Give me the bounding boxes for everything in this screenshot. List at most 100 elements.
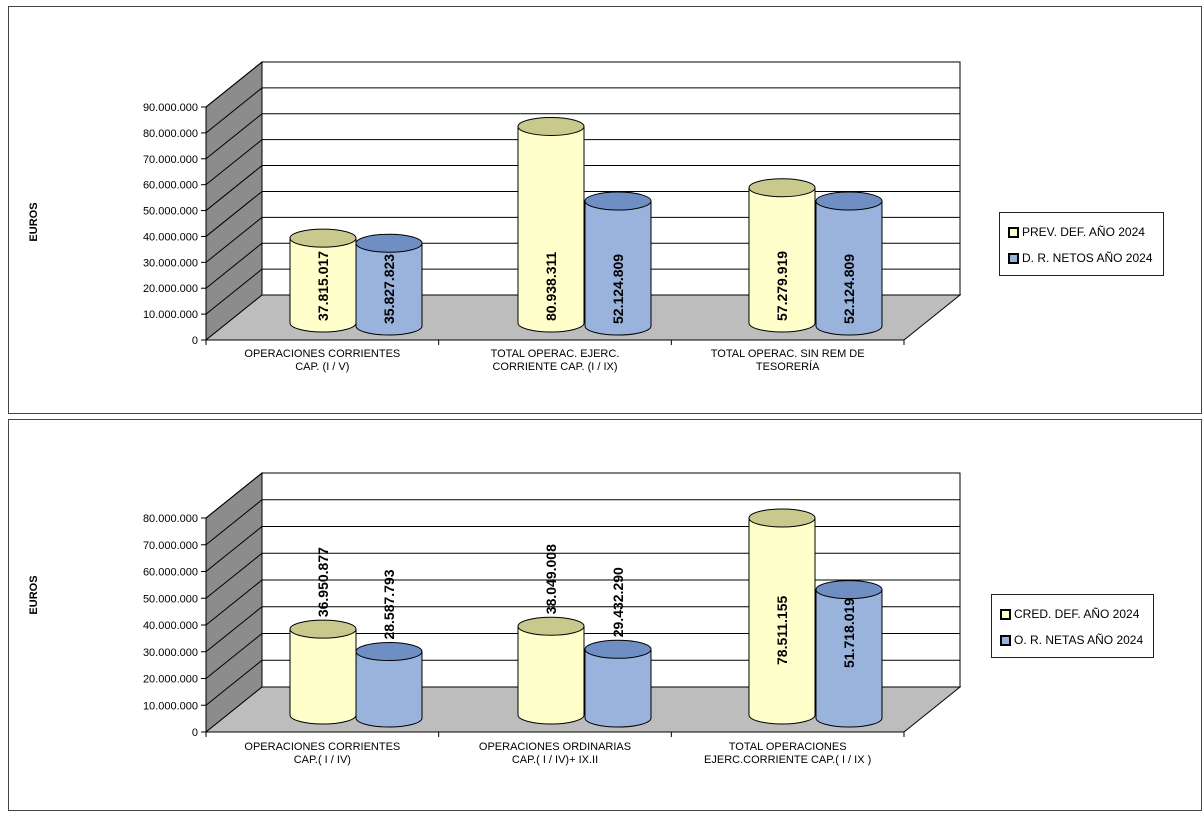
y-tick-label: 50.000.000 <box>143 206 198 218</box>
x-category-label: OPERACIONES CORRIENTES <box>244 741 400 753</box>
gridline <box>205 526 960 572</box>
data-label: 80.938.311 <box>543 251 559 321</box>
data-label: 35.827.823 <box>381 254 397 324</box>
legend-swatch <box>1008 252 1019 264</box>
bar-top <box>517 116 585 136</box>
chart-panel-1: 0 10.000.000 20.000.000 30.000.000 40.000.00… <box>8 6 1202 414</box>
x-category-label: OPERACIONES ORDINARIAS <box>479 741 631 753</box>
y-tick-label: 60.000.000 <box>143 180 198 192</box>
y-tick-label: 10.000.000 <box>143 700 198 712</box>
gridline <box>205 472 960 519</box>
chart-2-legend: CRED. DEF. AÑO 2024 O. R. NETAS AÑO 2024 <box>991 594 1155 658</box>
y-tick-label: 20.000.000 <box>143 674 198 686</box>
data-label: 78.511.155 <box>774 595 790 665</box>
legend-swatch <box>1008 226 1019 238</box>
y-tick-label: 80.000.000 <box>143 513 198 525</box>
legend-label: D. R. NETOS AÑO 2024 <box>1022 251 1153 265</box>
chart-1: 0 10.000.000 20.000.000 30.000.000 40.000.00… <box>28 60 962 373</box>
bar <box>584 200 652 336</box>
bar-top <box>584 639 652 659</box>
gridline <box>205 113 960 160</box>
gridline <box>205 61 960 108</box>
bar-top <box>355 642 423 662</box>
y-tick-label: 70.000.000 <box>143 154 198 166</box>
gridline <box>205 139 960 186</box>
y-tick-label: 0 <box>192 727 198 739</box>
bar <box>517 625 585 725</box>
y-tick-label: 20.000.000 <box>143 283 198 295</box>
data-label: 36.950.877 <box>315 547 331 617</box>
bar <box>289 628 357 725</box>
legend-item: PREV. DEF. AÑO 2024 <box>1008 219 1153 245</box>
y-axis-label: EUROS <box>28 575 40 614</box>
data-label: 52.124.809 <box>841 254 857 324</box>
data-label: 57.279.919 <box>774 251 790 321</box>
y-axis-label: EUROS <box>28 202 40 241</box>
bar <box>289 237 357 333</box>
y-tick-label: 60.000.000 <box>143 567 198 579</box>
gridline <box>205 552 960 599</box>
y-tick-label: 30.000.000 <box>143 647 198 659</box>
bar <box>355 242 423 336</box>
gridline <box>205 606 960 653</box>
y-tick-label: 80.000.000 <box>143 128 198 140</box>
x-category-label: CAP.( I / IV) <box>294 754 351 766</box>
data-label: 29.432.290 <box>610 567 626 637</box>
legend-item: D. R. NETOS AÑO 2024 <box>1008 245 1153 271</box>
y-tick-label: 40.000.000 <box>143 231 198 243</box>
bar <box>517 125 585 333</box>
legend-label: O. R. NETAS AÑO 2024 <box>1014 633 1144 647</box>
gridline <box>205 268 960 315</box>
bar-top <box>815 191 883 211</box>
data-label: 51.718.019 <box>841 598 857 668</box>
x-category-label: CAP. (I / V) <box>295 361 349 373</box>
legend-item: O. R. NETAS AÑO 2024 <box>1000 627 1143 653</box>
chart-1-legend: PREV. DEF. AÑO 2024 D. R. NETOS AÑO 2024 <box>999 212 1164 276</box>
gridline <box>205 499 960 546</box>
bar-top <box>815 580 883 600</box>
bar-top <box>748 508 816 528</box>
gridline <box>205 633 960 679</box>
data-label: 37.815.017 <box>315 251 331 321</box>
y-tick-label: 10.000.000 <box>143 309 198 321</box>
bar <box>748 187 816 333</box>
bar-top <box>748 178 816 198</box>
y-tick-label: 70.000.000 <box>143 540 198 552</box>
side-wall <box>205 60 263 342</box>
bar <box>355 651 423 728</box>
gridline <box>205 87 960 134</box>
y-tick-label: 40.000.000 <box>143 620 198 632</box>
bar-top <box>584 191 652 211</box>
x-category-label: TOTAL OPERAC. SIN REM DE <box>711 348 865 360</box>
x-category-label: OPERACIONES CORRIENTES <box>244 348 400 360</box>
bar <box>748 517 816 725</box>
data-label: 38.049.008 <box>543 544 559 614</box>
gridline <box>205 242 960 289</box>
gridline <box>205 659 960 706</box>
x-category-label: CORRIENTE CAP. (I / IX) <box>492 361 617 373</box>
x-category-label: CAP.( I / IV)+ IX.II <box>512 754 598 766</box>
bar <box>815 200 883 336</box>
bar-top <box>289 619 357 639</box>
x-category-label: TOTAL OPERACIONES <box>729 741 847 753</box>
y-tick-label: 50.000.000 <box>143 593 198 605</box>
bar <box>584 648 652 728</box>
gridline <box>205 579 960 626</box>
x-category-label: EJERC.CORRIENTE CAP.( I / IX ) <box>704 754 871 766</box>
legend-swatch <box>1000 634 1011 646</box>
bar-top <box>289 228 357 248</box>
legend-swatch <box>1000 608 1011 620</box>
x-category-label: TOTAL OPERAC. EJERC. <box>491 348 620 360</box>
legend-label: CRED. DEF. AÑO 2024 <box>1014 607 1140 621</box>
y-tick-label: 30.000.000 <box>143 257 198 269</box>
y-tick-label: 90.000.000 <box>143 102 198 114</box>
gridline <box>205 216 960 263</box>
y-tick-label: 0 <box>192 335 198 347</box>
bar <box>815 589 883 728</box>
legend-item: CRED. DEF. AÑO 2024 <box>1000 601 1143 627</box>
bar-top <box>355 233 423 253</box>
chart-panel-2: 0 10.000.000 20.000.000 30.000.000 40.000.00… <box>8 419 1202 811</box>
data-label: 28.587.793 <box>381 569 397 639</box>
gridline <box>205 190 960 237</box>
chart-2: 0 10.000.000 20.000.000 30.000.000 40.000.00… <box>28 471 962 766</box>
